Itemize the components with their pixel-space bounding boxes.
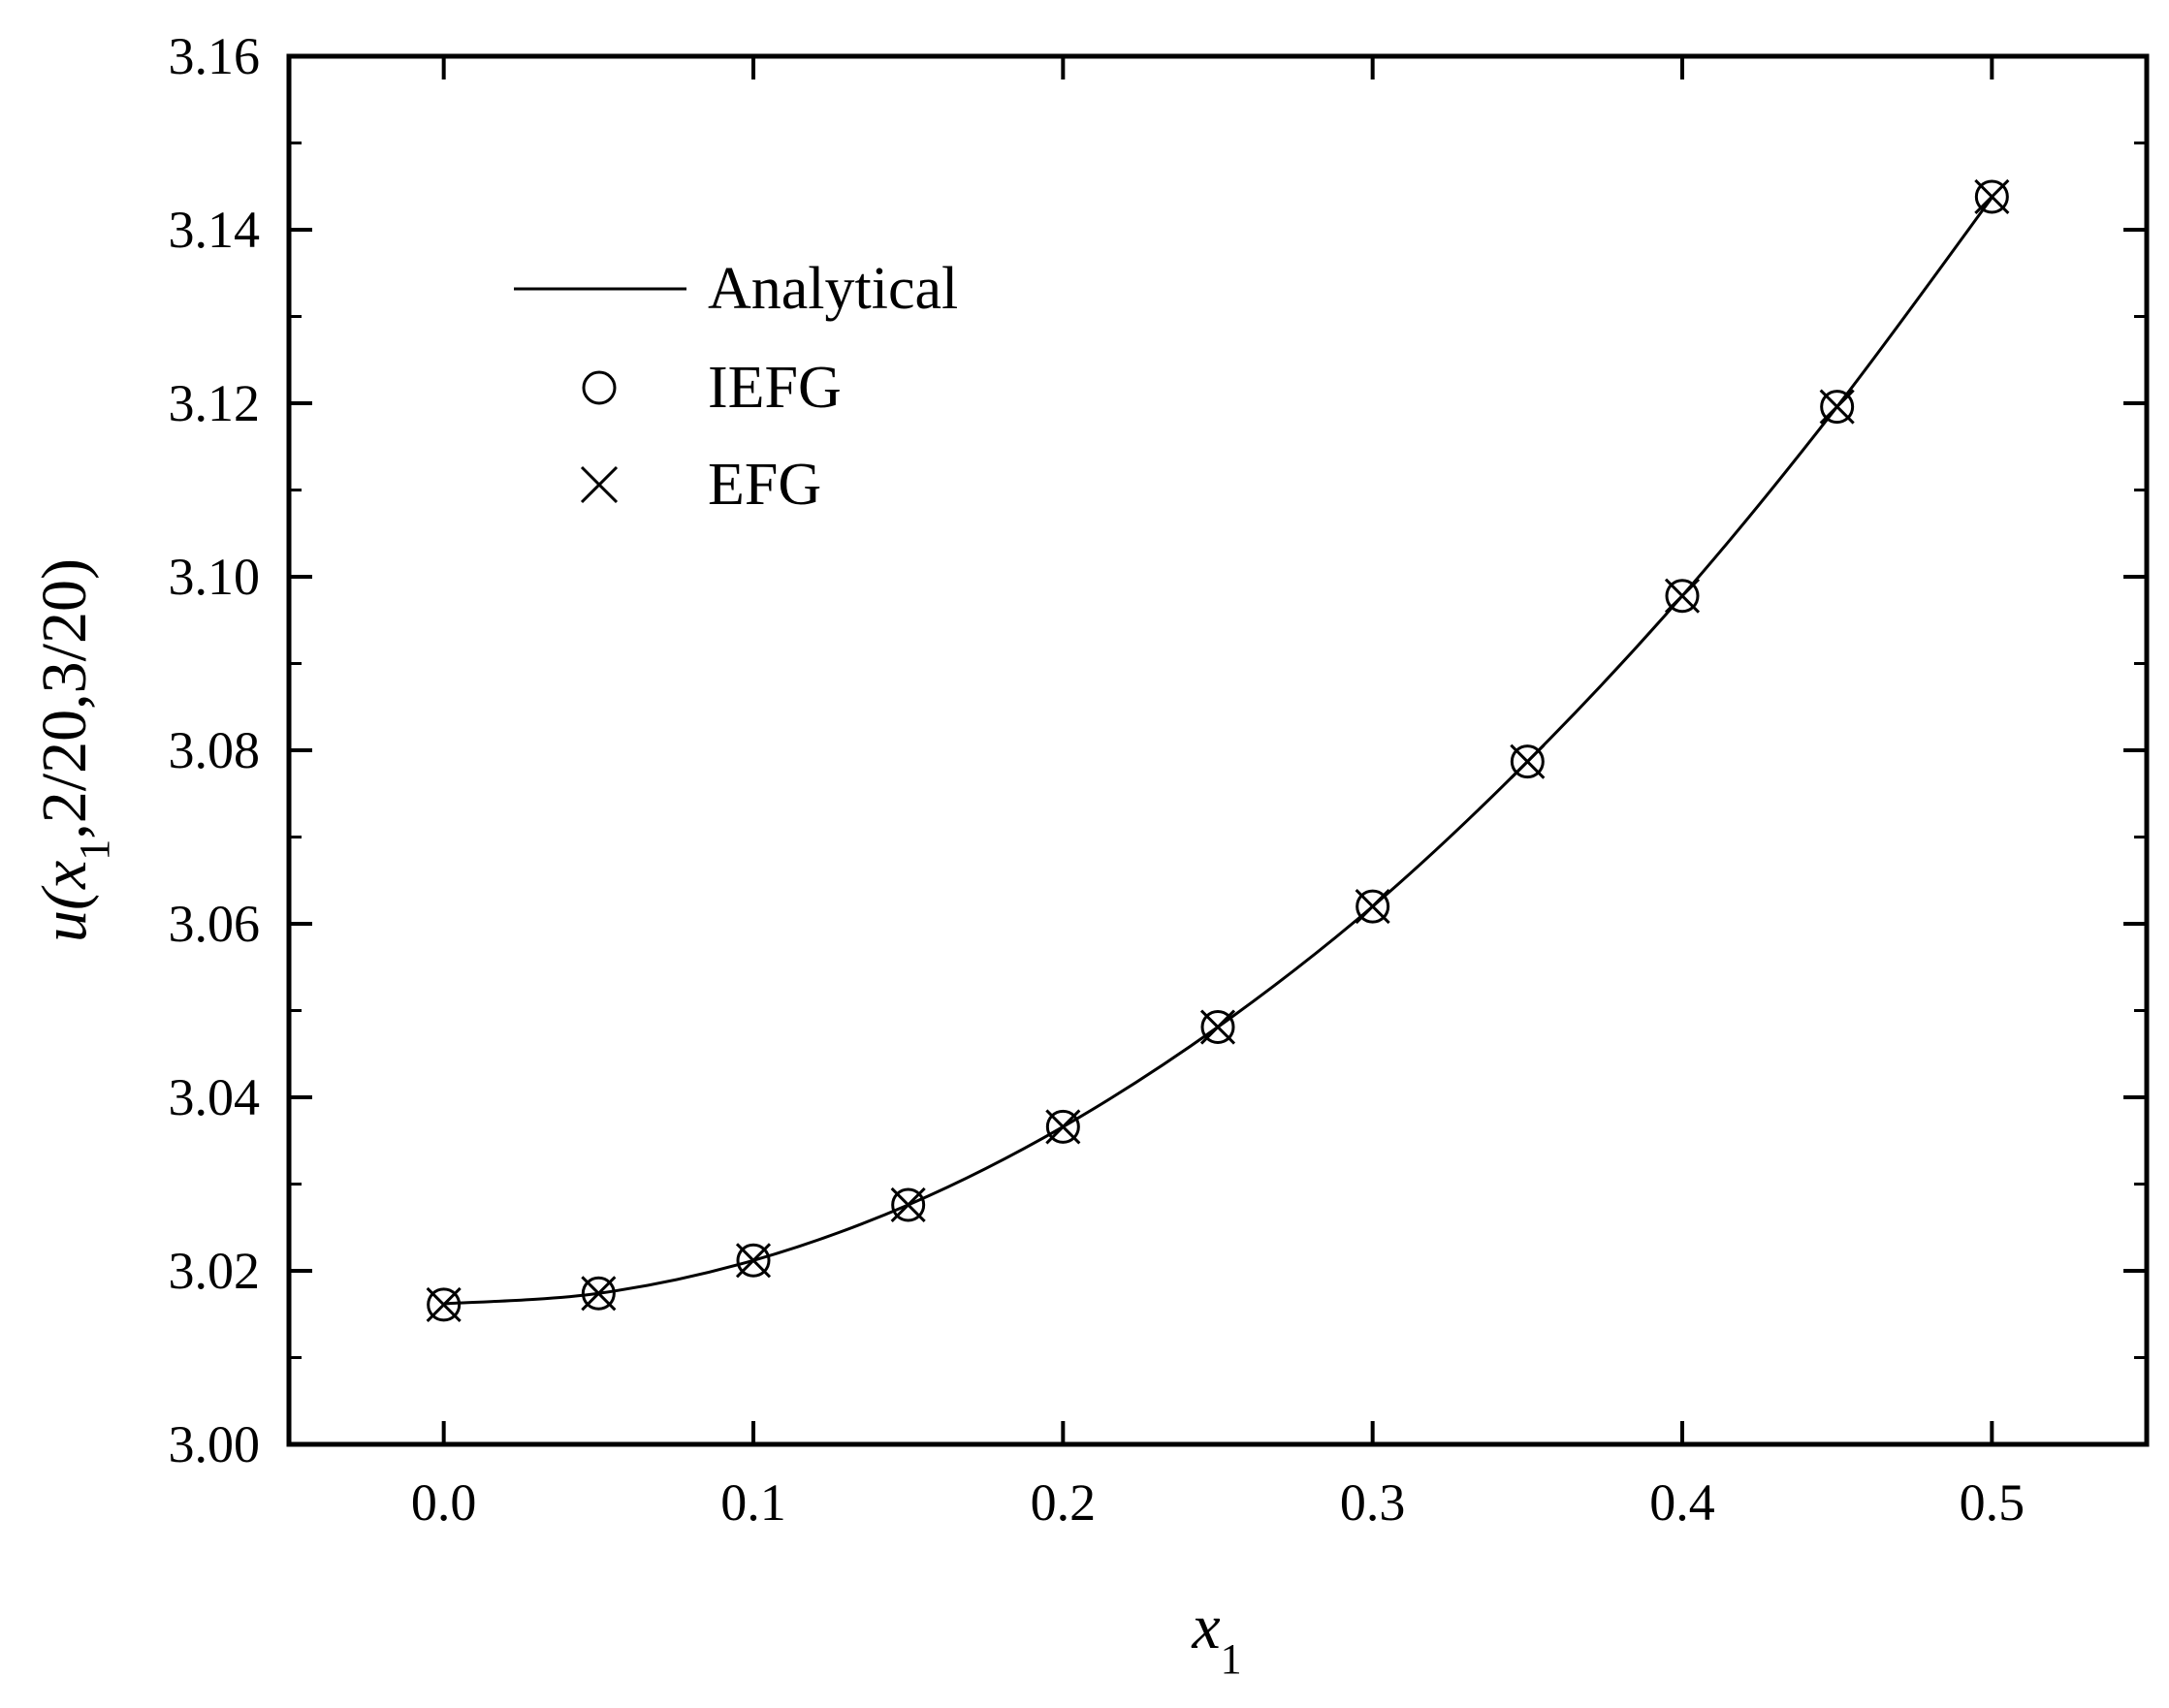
efg-point-4 — [1045, 1109, 1081, 1145]
y-tick-label-4: 3.08 — [169, 721, 261, 779]
y-tick-label-0: 3.00 — [169, 1415, 261, 1473]
plot-frame — [286, 53, 2150, 1447]
efg-point-1 — [581, 1276, 617, 1312]
efg-point-7 — [1510, 743, 1546, 779]
efg-point-5 — [1199, 1009, 1236, 1045]
efg-point-2 — [735, 1243, 772, 1279]
iefg-point-4 — [1045, 1109, 1080, 1144]
legend: Analytical IEFG EFG — [514, 256, 958, 518]
iefg-point-6 — [1356, 889, 1390, 924]
x-tick-label-3: 0.3 — [1340, 1473, 1406, 1532]
x-axis-title-subscript: 1 — [1221, 1635, 1242, 1683]
y-tick-label-1: 3.02 — [169, 1242, 261, 1300]
x-tick-label-2: 0.2 — [1031, 1473, 1097, 1532]
iefg-point-1 — [581, 1276, 616, 1311]
iefg-point-10 — [1974, 179, 2009, 214]
series-layer — [426, 178, 2010, 1322]
series-analytical-line — [443, 196, 1994, 1306]
iefg-point-7 — [1510, 744, 1545, 779]
y-tick-label-2: 3.04 — [169, 1068, 261, 1126]
efg-point-8 — [1664, 578, 1701, 614]
y-tick-label-6: 3.12 — [169, 374, 261, 432]
ticks — [289, 54, 2147, 1446]
legend-label-analytical: Analytical — [708, 256, 958, 322]
iefg-point-3 — [891, 1187, 926, 1222]
efg-point-0 — [426, 1286, 462, 1322]
x-axis-title-main: x — [1191, 1592, 1220, 1662]
x-tick-label-5: 0.5 — [1960, 1473, 2025, 1532]
tick-labels: 0.0 0.1 0.2 0.3 0.4 0.5 3.00 3.02 3.04 3.06 3.08 3.… — [169, 27, 2025, 1532]
iefg-point-8 — [1665, 579, 1700, 614]
efg-point-10 — [1974, 178, 2010, 215]
y-axis-title-post: ,2/20,3/20) — [29, 558, 100, 839]
legend-label-efg: EFG — [708, 452, 821, 518]
legend-marker-efg — [580, 465, 619, 504]
iefg-point-2 — [736, 1243, 771, 1278]
iefg-point-5 — [1200, 1010, 1235, 1045]
x-tick-label-0: 0.0 — [411, 1473, 477, 1532]
x-axis-title: x1 — [1191, 1592, 1241, 1683]
efg-point-3 — [890, 1186, 926, 1223]
y-axis-title-pre: u(x — [29, 861, 100, 942]
x-tick-label-4: 0.4 — [1649, 1473, 1715, 1532]
y-tick-label-7: 3.14 — [169, 201, 261, 259]
y-tick-label-3: 3.06 — [169, 895, 261, 953]
iefg-point-9 — [1820, 390, 1855, 425]
legend-marker-iefg — [582, 370, 617, 405]
efg-point-6 — [1355, 889, 1390, 925]
y-axis-title: u(x1,2/20,3/20) — [29, 558, 118, 942]
iefg-point-0 — [427, 1287, 462, 1322]
y-axis-title-subscript: 1 — [71, 839, 118, 861]
efg-point-9 — [1819, 389, 1855, 425]
y-tick-label-8: 3.16 — [169, 27, 261, 85]
x-tick-label-1: 0.1 — [720, 1473, 786, 1532]
y-tick-label-5: 3.10 — [169, 548, 261, 606]
legend-label-iefg: IEFG — [708, 355, 842, 421]
